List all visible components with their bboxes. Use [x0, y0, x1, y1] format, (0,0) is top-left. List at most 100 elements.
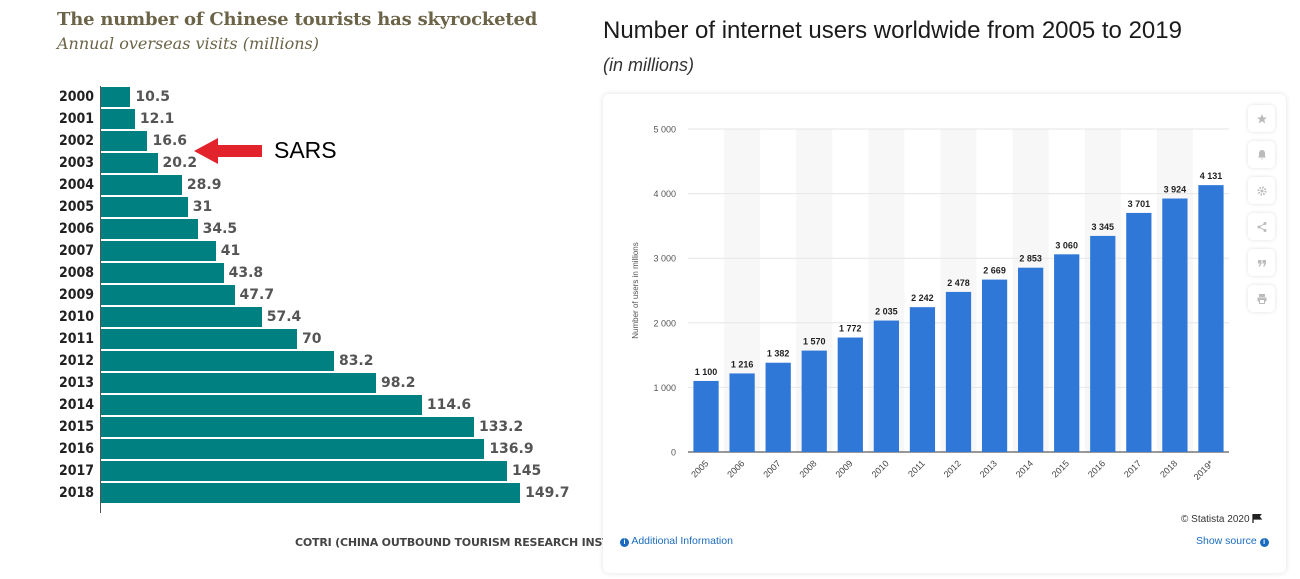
- info-icon: i: [1259, 538, 1269, 547]
- bar-2019*: [1198, 185, 1224, 452]
- value-label-2015: 3 060: [1055, 240, 1078, 250]
- year-label-2000: 2000: [59, 89, 95, 105]
- bar-2010: [101, 307, 262, 327]
- value-label-2016: 136.9: [489, 441, 534, 457]
- bar-2006: [729, 373, 755, 452]
- value-label-2006: 1 216: [731, 359, 754, 369]
- x-tick-label-2014: 2014: [1014, 458, 1035, 479]
- year-label-2002: 2002: [59, 133, 95, 149]
- bar-2007: [101, 241, 216, 261]
- internet-users-bar-chart: 0 1 000 2 000 3 000 4 000 5 000 Number of user…: [631, 125, 1229, 482]
- bar-2012: [101, 351, 334, 371]
- favorite-button[interactable]: [1248, 105, 1275, 132]
- value-label-2014: 2 853: [1019, 254, 1042, 264]
- x-tick-label-2017: 2017: [1122, 458, 1143, 479]
- value-label-2011: 2 242: [911, 293, 934, 303]
- bar-2009: [837, 337, 863, 452]
- year-label-2011: 2011: [59, 331, 95, 347]
- value-label-2000: 10.5: [135, 89, 170, 105]
- bar-2017: [1126, 212, 1152, 452]
- value-label-2007: 1 382: [767, 349, 790, 359]
- value-label-2016: 3 345: [1092, 222, 1115, 232]
- bar-2007: [765, 362, 791, 452]
- year-label-2012: 2012: [59, 353, 95, 369]
- value-label-2013: 2 669: [983, 266, 1006, 276]
- y-tick-label-3000: 3 000: [653, 254, 676, 264]
- value-label-2012: 83.2: [338, 353, 374, 369]
- value-label-2010: 57.4: [266, 309, 302, 325]
- y-tick-label-1000: 1 000: [653, 383, 676, 393]
- value-label-2018: 3 924: [1164, 185, 1187, 195]
- bar-2006: [101, 219, 198, 239]
- bar-2008: [101, 263, 224, 283]
- bar-2002: [101, 131, 148, 151]
- value-label-2008: 43.8: [228, 265, 264, 281]
- star-icon: [1256, 113, 1267, 123]
- year-label-2008: 2008: [59, 265, 95, 281]
- year-label-2016: 2016: [59, 441, 95, 457]
- bar-2015: [1054, 254, 1080, 452]
- annotation-arrow-icon: [194, 138, 262, 164]
- share-button[interactable]: [1248, 213, 1275, 240]
- bar-2011: [101, 329, 297, 349]
- quote-icon: [1257, 259, 1266, 266]
- bar-2015: [101, 417, 474, 437]
- value-label-2013: 98.2: [380, 375, 416, 391]
- x-tick-label-2008: 2008: [797, 458, 818, 479]
- x-tick-label-2007: 2007: [761, 458, 782, 479]
- bar-2005: [101, 197, 188, 217]
- show-source-link[interactable]: Show source i: [1196, 535, 1269, 547]
- value-label-2007: 41: [220, 243, 241, 259]
- bar-2014: [1018, 267, 1044, 452]
- year-label-2006: 2006: [59, 221, 95, 237]
- bar-2012: [945, 291, 972, 452]
- bar-2018: [101, 483, 521, 503]
- bar-2003: [101, 153, 158, 173]
- value-label-2019*: 4 131: [1200, 171, 1223, 181]
- statista-chart-card: 0 1 000 2 000 3 000 4 000 5 000 Number of user…: [603, 94, 1286, 573]
- left-chart-subtitle: Annual overseas visits (millions): [57, 34, 319, 53]
- bar-2016: [101, 439, 485, 459]
- additional-information-label: Additional Information: [631, 535, 733, 547]
- year-label-2005: 2005: [59, 199, 95, 215]
- statista-copyright: © Statista 2020: [1181, 513, 1263, 525]
- x-tick-label-2013: 2013: [978, 458, 999, 479]
- bar-2011: [909, 307, 936, 452]
- right-chart-title: Number of internet users worldwide from …: [603, 17, 1182, 44]
- print-button[interactable]: [1248, 285, 1275, 312]
- cite-button[interactable]: [1248, 249, 1275, 276]
- value-label-2010: 2 035: [875, 307, 898, 317]
- x-tick-label-2012: 2012: [942, 458, 963, 479]
- value-label-2005: 1 100: [695, 367, 718, 377]
- year-label-2009: 2009: [59, 287, 95, 303]
- x-tick-label-2011: 2011: [906, 458, 927, 479]
- year-label-2010: 2010: [59, 309, 95, 325]
- y-tick-label-2000: 2 000: [653, 318, 676, 328]
- x-tick-label-2018: 2018: [1158, 458, 1179, 479]
- print-icon: [1257, 293, 1266, 304]
- x-tick-label-2016: 2016: [1086, 458, 1107, 479]
- flag-icon: [1252, 513, 1263, 523]
- sars-annotation: SARS: [274, 137, 337, 163]
- settings-button[interactable]: [1248, 177, 1275, 204]
- x-tick-label-2006: 2006: [725, 458, 746, 479]
- year-label-2017: 2017: [59, 463, 95, 479]
- bar-2018: [1162, 198, 1188, 452]
- y-tick-label-0: 0: [671, 448, 676, 458]
- value-label-2015: 133.2: [478, 419, 524, 435]
- year-label-2013: 2013: [59, 375, 95, 391]
- share-icon: [1257, 221, 1266, 232]
- bar-2000: [101, 87, 131, 107]
- bar-2014: [101, 395, 422, 415]
- year-label-2001: 2001: [59, 111, 95, 127]
- notification-button[interactable]: [1248, 141, 1275, 168]
- bar-2017: [101, 461, 507, 481]
- value-label-2018: 149.7: [525, 485, 570, 501]
- value-label-2011: 70: [302, 331, 322, 347]
- bar-2013: [101, 373, 376, 393]
- right-chart-subtitle: (in millions): [603, 55, 695, 75]
- additional-information-link[interactable]: i Additional Information: [620, 535, 733, 547]
- bar-2009: [101, 285, 235, 305]
- value-label-2017: 145: [512, 463, 542, 479]
- x-tick-label-2009: 2009: [833, 458, 854, 479]
